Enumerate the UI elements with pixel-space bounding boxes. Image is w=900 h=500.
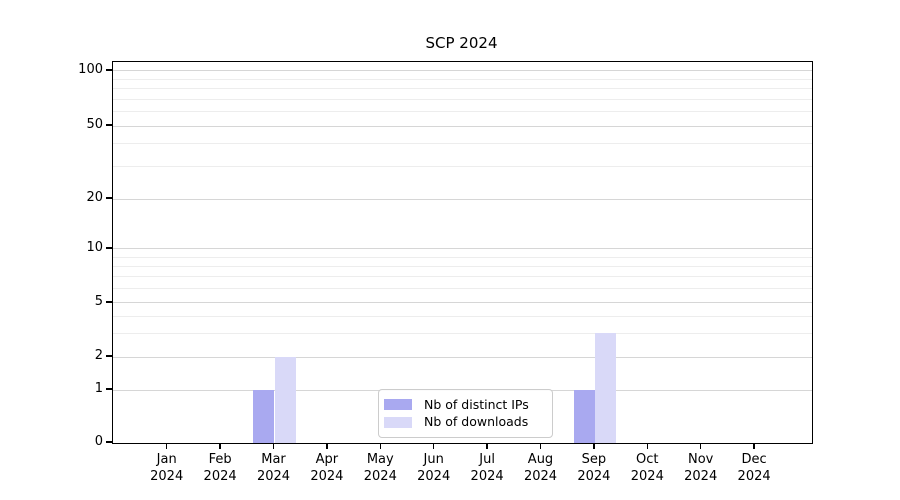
y-tick-mark [105,355,112,357]
y-tick-label: 10 [86,239,103,255]
x-tick-label: Jun 2024 [417,452,451,484]
bar-downloads [274,357,296,443]
x-tick-mark [593,444,595,449]
y-gridline-minor [113,288,812,290]
y-tick-mark [105,441,112,443]
x-tick-mark [379,444,382,449]
y-tick-mark [105,247,112,249]
y-tick-label: 100 [78,61,103,77]
x-tick-label: May 2024 [363,452,397,484]
y-tick-mark [105,69,112,71]
x-tick-label: Dec 2024 [737,452,771,484]
y-gridline-minor [113,143,812,145]
y-gridline-major [113,198,812,200]
y-gridline-minor [113,88,812,90]
y-tick-label: 1 [94,381,103,397]
legend-label: Nb of downloads [424,414,529,430]
legend-swatch [384,416,412,428]
y-gridline-major [113,125,812,127]
y-gridline-major [113,248,812,250]
legend-item: Nb of distinct IPs [384,396,544,414]
y-gridline-minor [113,98,812,100]
y-tick-mark [105,124,112,126]
x-tick-label: Nov 2024 [684,452,718,484]
bar-distinct-ips [573,390,595,443]
y-gridline-minor [113,111,812,113]
x-tick-mark [165,444,168,449]
bar-downloads [594,333,617,443]
x-tick-label: Jul 2024 [470,452,504,484]
y-gridline-major [113,70,812,72]
y-tick-mark [105,388,112,390]
y-gridline-major [113,356,812,358]
y-tick-mark [105,301,112,303]
x-tick-mark [486,444,488,449]
y-tick-label: 20 [86,190,103,205]
bar-distinct-ips [253,390,275,443]
x-tick-mark [219,444,221,449]
plot-area [112,61,813,444]
x-tick-mark [646,444,649,449]
x-tick-mark [539,444,542,449]
x-tick-mark [432,444,435,449]
x-tick-label: Sep 2024 [577,452,611,484]
x-tick-label: Jan 2024 [150,452,184,484]
x-tick-label: Oct 2024 [630,452,664,484]
x-tick-label: Mar 2024 [256,452,291,484]
y-gridline-minor [113,276,812,278]
y-tick-mark [105,197,112,199]
y-tick-label: 50 [86,117,103,132]
x-tick-label: Apr 2024 [310,452,344,484]
x-tick-mark [753,444,755,449]
y-gridline-major [113,302,812,304]
x-tick-mark [699,444,702,449]
chart-title: SCP 2024 [425,34,498,52]
y-gridline-minor [113,78,812,80]
x-tick-mark [272,444,275,449]
x-tick-mark [326,444,328,449]
y-gridline-minor [113,332,812,334]
y-gridline-minor [113,265,812,267]
y-gridline-minor [113,315,812,317]
legend-item: Nb of downloads [384,414,544,432]
legend-swatch [384,399,412,411]
legend: Nb of distinct IPs Nb of downloads [378,389,553,438]
y-tick-label: 2 [94,348,103,363]
y-tick-label: 5 [94,293,103,309]
y-gridline-minor [113,166,812,168]
x-tick-label: Feb 2024 [203,452,237,484]
legend-label: Nb of distinct IPs [424,396,529,412]
x-tick-label: Aug 2024 [523,452,558,484]
y-gridline-minor [113,256,812,258]
y-tick-label: 0 [94,434,103,449]
